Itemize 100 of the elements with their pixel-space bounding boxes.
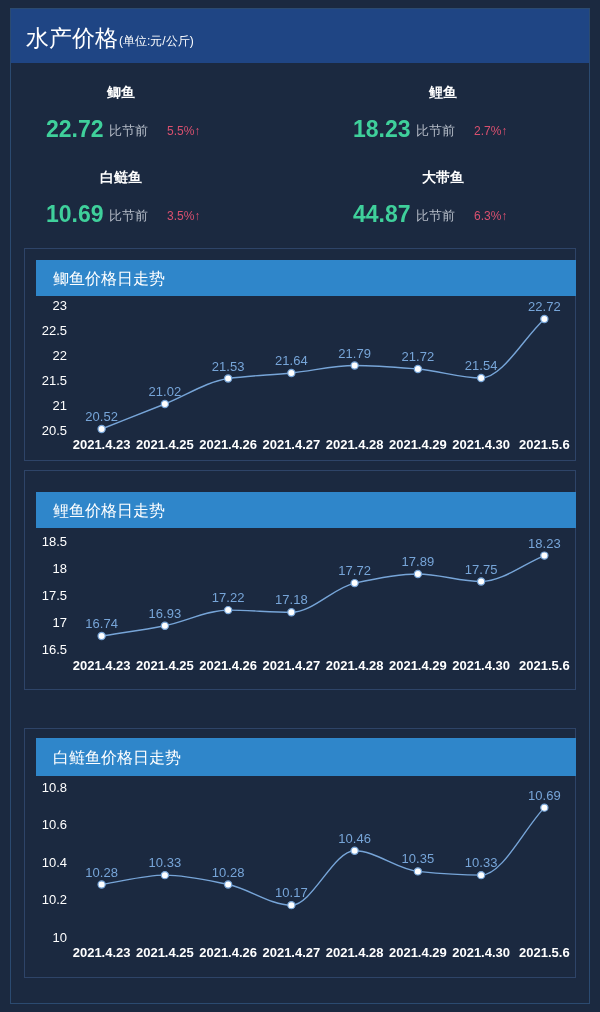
data-label: 17.22 (211, 590, 245, 606)
item-change: 6.3%↑ (474, 209, 508, 223)
point (413, 569, 423, 579)
chart-title: 白鲢鱼价格日走势 (53, 749, 181, 766)
x-tick-label: 2021.4.30 (452, 437, 511, 452)
data-label: 10.69 (528, 787, 561, 803)
x-tick-label: 2021.4.28 (325, 658, 384, 673)
data-label: 16.93 (148, 605, 182, 621)
point (287, 368, 296, 378)
data-label: 17.89 (401, 553, 435, 569)
x-tick-label: 2021.4.29 (388, 945, 447, 960)
x-tick-label: 2021.4.26 (199, 437, 258, 452)
data-label: 10.46 (338, 830, 371, 846)
y-tick-label: 21.5 (41, 372, 67, 388)
data-label: 10.33 (464, 855, 498, 871)
x-tick-label: 2021.4.26 (199, 658, 258, 673)
y-tick-label: 18 (52, 560, 67, 576)
y-tick-label: 16.5 (41, 641, 67, 657)
item-change: 5.5%↑ (167, 124, 201, 138)
x-tick-label: 2021.4.25 (135, 658, 194, 673)
data-label: 21.02 (148, 384, 182, 399)
point (476, 373, 486, 383)
point (476, 870, 486, 880)
point (413, 364, 423, 374)
item-change: 2.7%↑ (474, 124, 508, 138)
x-tick-label: 2021.4.29 (388, 437, 447, 452)
item-name: 白鲢鱼 (100, 169, 142, 185)
x-tick-label: 2021.4.27 (262, 945, 321, 960)
data-label: 21.72 (401, 349, 435, 364)
y-tick-label: 10.2 (41, 892, 67, 907)
point (223, 605, 233, 615)
data-label: 10.28 (211, 864, 245, 880)
item-compare-label: 比节前 (416, 208, 455, 223)
point (160, 399, 170, 409)
point (97, 631, 106, 641)
data-label: 18.23 (528, 535, 561, 551)
x-tick-label: 2021.4.27 (262, 658, 321, 673)
y-tick-label: 10 (52, 929, 67, 945)
x-tick-label: 2021.4.29 (388, 658, 447, 673)
item-compare-label: 比节前 (416, 123, 455, 138)
item-price: 22.72 (46, 116, 104, 142)
y-tick-label: 20.5 (41, 422, 67, 438)
y-tick-label: 10.4 (41, 854, 67, 870)
data-label: 20.52 (85, 409, 118, 424)
point (540, 551, 549, 560)
x-tick-label: 2021.4.25 (135, 437, 194, 452)
y-tick-label: 17 (52, 614, 67, 630)
item-change: 3.5%↑ (167, 209, 201, 223)
point (540, 314, 549, 324)
y-tick-label: 10.6 (41, 817, 67, 832)
point (476, 577, 486, 586)
data-label: 17.18 (275, 592, 308, 608)
card-title: 水产价格 (26, 25, 118, 51)
x-tick-label: 2021.4.25 (135, 945, 194, 960)
point (413, 867, 423, 876)
data-label: 10.33 (148, 855, 182, 871)
x-tick-label: 2021.4.28 (325, 945, 384, 960)
data-label: 21.53 (211, 358, 245, 374)
y-tick-label: 22.5 (41, 322, 67, 338)
item-price: 10.69 (46, 201, 104, 227)
point (223, 374, 233, 383)
x-tick-label: 2021.5.6 (519, 945, 570, 960)
point (160, 870, 170, 880)
point (97, 880, 106, 889)
point (160, 621, 170, 630)
point (350, 361, 359, 370)
data-label: 10.35 (401, 851, 435, 867)
data-label: 21.64 (275, 353, 308, 368)
item-name: 大带鱼 (422, 169, 464, 185)
point (287, 608, 296, 617)
item-name: 鲫鱼 (107, 84, 135, 100)
data-label: 17.75 (464, 561, 498, 577)
point (350, 578, 359, 588)
data-label: 10.17 (275, 885, 308, 901)
x-tick-label: 2021.4.27 (262, 437, 321, 452)
x-tick-label: 2021.4.26 (199, 945, 258, 960)
data-label: 17.72 (338, 563, 371, 579)
y-tick-label: 23 (52, 297, 67, 313)
point (287, 900, 296, 910)
y-tick-label: 17.5 (41, 587, 67, 603)
point (97, 424, 106, 434)
point (540, 803, 549, 812)
data-label: 21.54 (464, 358, 498, 373)
x-tick-label: 2021.4.30 (452, 945, 511, 960)
item-price: 18.23 (353, 116, 411, 142)
x-tick-label: 2021.4.28 (325, 437, 384, 452)
data-label: 21.79 (338, 345, 371, 361)
data-label: 22.72 (528, 299, 561, 314)
x-tick-label: 2021.4.30 (452, 658, 511, 673)
x-tick-label: 2021.4.23 (72, 437, 131, 452)
y-tick-label: 18.5 (41, 533, 67, 549)
card-subtitle: (单位:元/公斤) (119, 34, 194, 48)
data-label: 10.28 (85, 864, 118, 880)
item-price: 44.87 (353, 201, 411, 227)
y-tick-label: 10.8 (41, 779, 67, 795)
y-tick-label: 21 (52, 397, 67, 413)
y-tick-label: 22 (52, 347, 67, 363)
point (223, 880, 233, 889)
x-tick-label: 2021.4.23 (72, 658, 131, 673)
chart-title: 鲫鱼价格日走势 (53, 270, 165, 287)
